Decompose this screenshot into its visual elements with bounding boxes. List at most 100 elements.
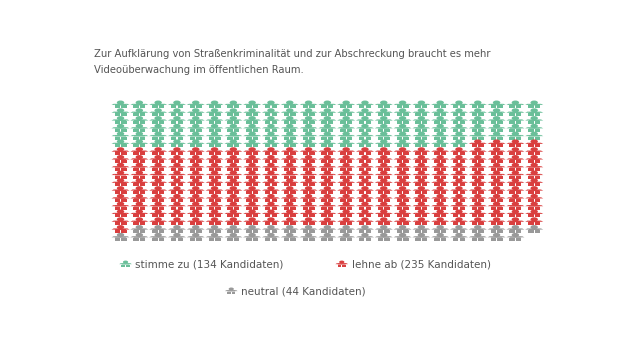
Polygon shape [471, 197, 485, 199]
Polygon shape [359, 230, 365, 233]
Circle shape [229, 225, 237, 229]
Polygon shape [246, 136, 252, 140]
Polygon shape [453, 230, 458, 233]
Polygon shape [525, 220, 529, 222]
Polygon shape [378, 129, 383, 132]
Polygon shape [358, 143, 372, 145]
Polygon shape [321, 104, 334, 105]
Circle shape [286, 225, 293, 229]
Polygon shape [112, 229, 115, 230]
Circle shape [154, 100, 162, 105]
Circle shape [173, 147, 180, 152]
Polygon shape [394, 197, 397, 198]
Polygon shape [510, 160, 515, 163]
Polygon shape [535, 191, 540, 194]
Polygon shape [340, 222, 345, 225]
Polygon shape [272, 145, 277, 147]
Polygon shape [337, 236, 341, 237]
Polygon shape [459, 160, 465, 163]
Polygon shape [366, 199, 371, 202]
Polygon shape [224, 213, 228, 214]
Polygon shape [339, 220, 353, 222]
Polygon shape [490, 168, 496, 171]
Circle shape [399, 178, 406, 183]
Circle shape [305, 225, 312, 229]
Circle shape [493, 124, 500, 128]
Polygon shape [337, 143, 341, 144]
Polygon shape [377, 135, 391, 136]
Polygon shape [133, 127, 146, 129]
Polygon shape [281, 205, 285, 206]
Polygon shape [299, 174, 303, 175]
Polygon shape [521, 112, 525, 113]
Polygon shape [378, 136, 383, 140]
Polygon shape [347, 129, 352, 132]
Polygon shape [246, 220, 259, 222]
Polygon shape [159, 152, 164, 155]
Polygon shape [219, 166, 224, 167]
Polygon shape [226, 150, 240, 152]
Circle shape [512, 132, 519, 136]
Circle shape [154, 116, 162, 120]
Polygon shape [471, 143, 485, 145]
Polygon shape [283, 174, 296, 176]
Polygon shape [152, 222, 157, 225]
Polygon shape [130, 197, 134, 198]
Polygon shape [403, 230, 409, 233]
Polygon shape [171, 191, 176, 194]
Polygon shape [239, 104, 242, 105]
Polygon shape [433, 229, 447, 230]
Polygon shape [246, 127, 259, 129]
Polygon shape [144, 236, 148, 237]
Polygon shape [302, 220, 316, 222]
Circle shape [399, 116, 406, 120]
Polygon shape [149, 229, 153, 230]
Polygon shape [472, 113, 477, 116]
Circle shape [173, 186, 180, 190]
Polygon shape [431, 197, 435, 198]
Polygon shape [433, 197, 447, 199]
Circle shape [173, 108, 180, 112]
Polygon shape [182, 229, 186, 230]
Polygon shape [453, 176, 458, 178]
Circle shape [229, 155, 237, 159]
Polygon shape [224, 127, 228, 128]
Polygon shape [187, 119, 190, 120]
Polygon shape [295, 150, 299, 152]
Polygon shape [112, 197, 115, 198]
Polygon shape [119, 263, 122, 264]
Polygon shape [459, 168, 465, 171]
Polygon shape [208, 182, 221, 183]
Circle shape [173, 210, 180, 214]
Polygon shape [281, 158, 285, 160]
Polygon shape [359, 207, 365, 210]
Polygon shape [228, 238, 232, 241]
Polygon shape [208, 207, 214, 210]
Polygon shape [314, 112, 317, 113]
Polygon shape [257, 229, 261, 230]
Circle shape [342, 202, 350, 206]
Polygon shape [539, 182, 543, 183]
Polygon shape [528, 160, 534, 163]
Circle shape [436, 194, 444, 198]
Polygon shape [113, 150, 127, 152]
Polygon shape [170, 127, 184, 129]
Polygon shape [459, 230, 465, 233]
Polygon shape [479, 191, 484, 194]
Polygon shape [469, 174, 472, 175]
Polygon shape [352, 182, 355, 183]
Polygon shape [490, 176, 496, 178]
Polygon shape [507, 236, 510, 237]
Polygon shape [441, 136, 446, 140]
Polygon shape [265, 136, 270, 140]
Circle shape [117, 124, 124, 128]
Polygon shape [384, 183, 390, 186]
Polygon shape [339, 205, 353, 207]
Polygon shape [163, 150, 167, 152]
Circle shape [267, 147, 275, 152]
Polygon shape [535, 222, 540, 225]
Polygon shape [226, 236, 240, 238]
Polygon shape [359, 191, 365, 194]
Polygon shape [374, 229, 379, 230]
Polygon shape [502, 182, 506, 183]
